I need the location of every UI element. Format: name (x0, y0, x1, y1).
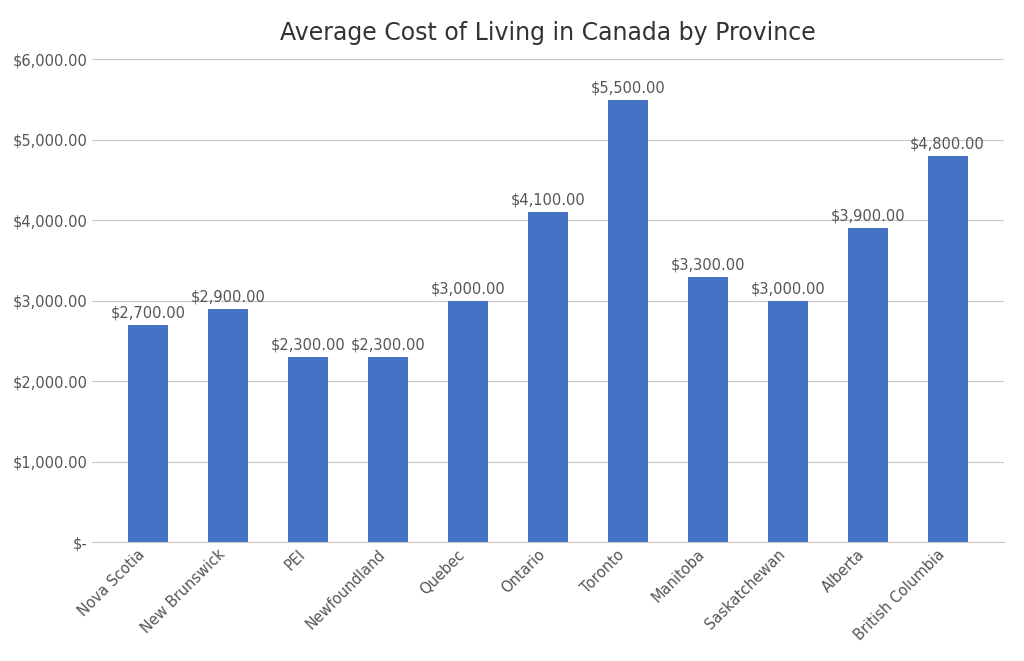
Bar (688, 276, 728, 542)
Bar (848, 229, 888, 542)
Text: $3,300.00: $3,300.00 (671, 257, 745, 272)
Text: $4,100.00: $4,100.00 (511, 193, 585, 208)
Text: $3,900.00: $3,900.00 (830, 209, 905, 224)
Title: Average Cost of Living in Canada by Province: Average Cost of Living in Canada by Prov… (280, 21, 816, 45)
Bar (128, 325, 168, 542)
Text: $2,300.00: $2,300.00 (270, 338, 345, 352)
Text: $2,300.00: $2,300.00 (350, 338, 425, 352)
Text: $3,000.00: $3,000.00 (430, 282, 505, 296)
Bar (768, 301, 808, 542)
Bar (928, 156, 968, 542)
Bar (208, 309, 248, 542)
Bar (368, 357, 408, 542)
Text: $3,000.00: $3,000.00 (751, 282, 825, 296)
Bar (447, 301, 487, 542)
Bar (527, 212, 568, 542)
Text: $2,700.00: $2,700.00 (111, 305, 185, 321)
Text: $5,500.00: $5,500.00 (591, 80, 666, 95)
Bar (288, 357, 328, 542)
Text: $2,900.00: $2,900.00 (190, 290, 265, 304)
Text: $4,800.00: $4,800.00 (910, 137, 985, 151)
Bar (608, 100, 648, 542)
